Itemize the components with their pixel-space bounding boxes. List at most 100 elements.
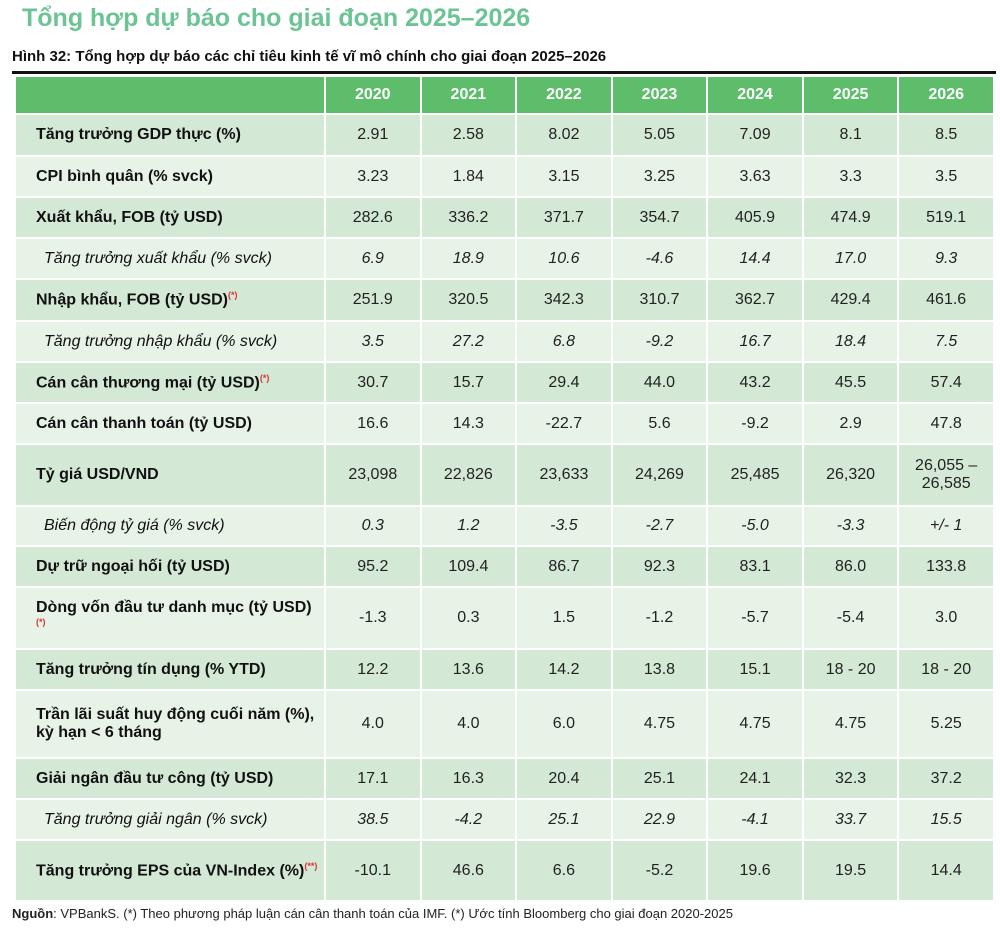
row-label: Dự trữ ngoại hối (tỷ USD) <box>14 545 326 588</box>
cell-2020: 3.23 <box>324 155 422 198</box>
table-row: Trần lãi suất huy động cuối năm (%), kỳ … <box>14 689 995 759</box>
table-row: Tỷ giá USD/VND 23,098 22,826 23,633 24,269 25… <box>14 443 995 507</box>
cell-2020: 16.6 <box>324 402 422 445</box>
footnote-marker: (**) <box>304 860 318 871</box>
cell-2025: -5.4 <box>801 586 900 650</box>
cell-2022: -3.5 <box>515 505 613 547</box>
cell-2025: 32.3 <box>801 757 900 800</box>
cell-2025: 8.1 <box>801 113 900 157</box>
cell-2026: 37.2 <box>897 757 995 800</box>
cell-2026: +/- 1 <box>897 505 995 547</box>
cell-2022: 3.15 <box>515 155 613 198</box>
cell-2020: 6.9 <box>324 237 422 280</box>
cell-2025: 18.4 <box>801 320 900 363</box>
column-header-2021: 2021 <box>419 75 518 115</box>
cell-2020: 4.0 <box>324 689 422 759</box>
cell-2022: 371.7 <box>515 196 613 239</box>
cell-2021: 1.84 <box>419 155 518 198</box>
row-label: Nhập khẩu, FOB (tỷ USD)(*) <box>14 278 326 322</box>
footnote: Nguồn: VPBankS. (*) Theo phương pháp luậ… <box>12 906 733 921</box>
cell-2026: 9.3 <box>897 237 995 280</box>
cell-2024: 43.2 <box>706 361 804 404</box>
cell-2026: 5.25 <box>897 689 995 759</box>
cell-2023: 310.7 <box>610 278 709 322</box>
cell-2024: 7.09 <box>706 113 804 157</box>
row-label: CPI bình quân (% svck) <box>14 155 326 198</box>
figure-caption: Hình 32: Tổng hợp dự báo các chỉ tiêu ki… <box>12 48 607 65</box>
cell-2023: 354.7 <box>610 196 709 239</box>
cell-2023: -4.6 <box>610 237 709 280</box>
cell-2022: 10.6 <box>515 237 613 280</box>
table-header-row: 2020 2021 2022 2023 2024 2025 2026 <box>14 75 995 115</box>
cell-2024: 14.4 <box>706 237 804 280</box>
cell-2025: 18 - 20 <box>801 648 900 691</box>
table-row: Tăng trưởng nhập khẩu (% svck) 3.5 27.2 6.8… <box>14 320 995 363</box>
cell-2022: -22.7 <box>515 402 613 445</box>
row-label: Tăng trưởng giải ngân (% svck) <box>14 798 326 841</box>
cell-2022: 23,633 <box>515 443 613 507</box>
cell-2020: 95.2 <box>324 545 422 588</box>
column-header-2020: 2020 <box>324 75 422 115</box>
row-label: Tăng trưởng EPS của VN-Index (%)(**) <box>14 839 326 902</box>
table-row: Nhập khẩu, FOB (tỷ USD)(*) 251.9 320.5 342.… <box>14 278 995 322</box>
row-label-text: CPI bình quân (% svck) <box>36 167 213 185</box>
row-label: Cán cân thương mại (tỷ USD)(*) <box>14 361 326 404</box>
row-label: Giải ngân đầu tư công (tỷ USD) <box>14 757 326 800</box>
column-header-2023: 2023 <box>610 75 709 115</box>
cell-2025: -3.3 <box>801 505 900 547</box>
cell-2025: 17.0 <box>801 237 900 280</box>
cell-2022: 29.4 <box>515 361 613 404</box>
cell-2022: 342.3 <box>515 278 613 322</box>
footnote-marker: (*) <box>259 372 270 383</box>
cell-2026: 3.5 <box>897 155 995 198</box>
row-label: Cán cân thanh toán (tỷ USD) <box>14 402 326 445</box>
cell-2022: 86.7 <box>515 545 613 588</box>
cell-2024: 25,485 <box>706 443 804 507</box>
row-label-text: Cán cân thanh toán (tỷ USD) <box>36 414 253 432</box>
cell-2023: 22.9 <box>610 798 709 841</box>
cell-2020: 2.91 <box>324 113 422 157</box>
cell-2025: 2.9 <box>801 402 900 445</box>
cell-2025: 45.5 <box>801 361 900 404</box>
cell-2026: 8.5 <box>897 113 995 157</box>
table-row: Xuất khẩu, FOB (tỷ USD) 282.6 336.2 371.7 35… <box>14 196 995 239</box>
cell-2020: 282.6 <box>324 196 422 239</box>
row-label: Tăng trưởng nhập khẩu (% svck) <box>14 320 326 363</box>
row-label-text: Dự trữ ngoại hối (tỷ USD) <box>36 557 230 575</box>
cell-2026: 47.8 <box>897 402 995 445</box>
cell-2024: -4.1 <box>706 798 804 841</box>
cell-2020: 17.1 <box>324 757 422 800</box>
row-label: Xuất khẩu, FOB (tỷ USD) <box>14 196 326 239</box>
cell-2021: 16.3 <box>419 757 518 800</box>
cell-2022: 6.0 <box>515 689 613 759</box>
cell-2021: 4.0 <box>419 689 518 759</box>
row-label-text: Giải ngân đầu tư công (tỷ USD) <box>36 769 274 787</box>
cell-2020: 0.3 <box>324 505 422 547</box>
row-label: Biến động tỷ giá (% svck) <box>14 505 326 547</box>
cell-2025: 33.7 <box>801 798 900 841</box>
cell-2026: 133.8 <box>897 545 995 588</box>
cell-2022: 14.2 <box>515 648 613 691</box>
table-row: Dòng vốn đầu tư danh mục (tỷ USD)(*) -1.3… <box>14 586 995 650</box>
cell-2023: 3.25 <box>610 155 709 198</box>
row-label-text: Tăng trưởng tín dụng (% YTD) <box>36 660 266 678</box>
table-row: Dự trữ ngoại hối (tỷ USD) 95.2 109.4 86.7 92… <box>14 545 995 588</box>
column-header-2022: 2022 <box>515 75 613 115</box>
cell-2021: 109.4 <box>419 545 518 588</box>
row-label: Trần lãi suất huy động cuối năm (%), kỳ … <box>14 689 326 759</box>
cell-2021: 336.2 <box>419 196 518 239</box>
row-label-text: Nhập khẩu, FOB (tỷ USD) <box>36 291 229 309</box>
cell-2026: 519.1 <box>897 196 995 239</box>
footnote-marker: (*) <box>228 290 238 301</box>
row-label-text: Xuất khẩu, FOB (tỷ USD) <box>36 208 223 226</box>
table-row: Tăng trưởng giải ngân (% svck) 38.5 -4.2 25… <box>14 798 995 841</box>
cell-2023: 24,269 <box>610 443 709 507</box>
table-row: CPI bình quân (% svck) 3.23 1.84 3.15 3.25 3.… <box>14 155 995 198</box>
cell-2024: -5.7 <box>706 586 804 650</box>
cell-2024: 3.63 <box>706 155 804 198</box>
row-label: Tăng trưởng xuất khẩu (% svck) <box>14 237 326 280</box>
column-header-2026: 2026 <box>897 75 995 115</box>
cell-2020: 251.9 <box>324 278 422 322</box>
row-label: Tăng trưởng GDP thực (%) <box>14 113 326 157</box>
cell-2021: 13.6 <box>419 648 518 691</box>
